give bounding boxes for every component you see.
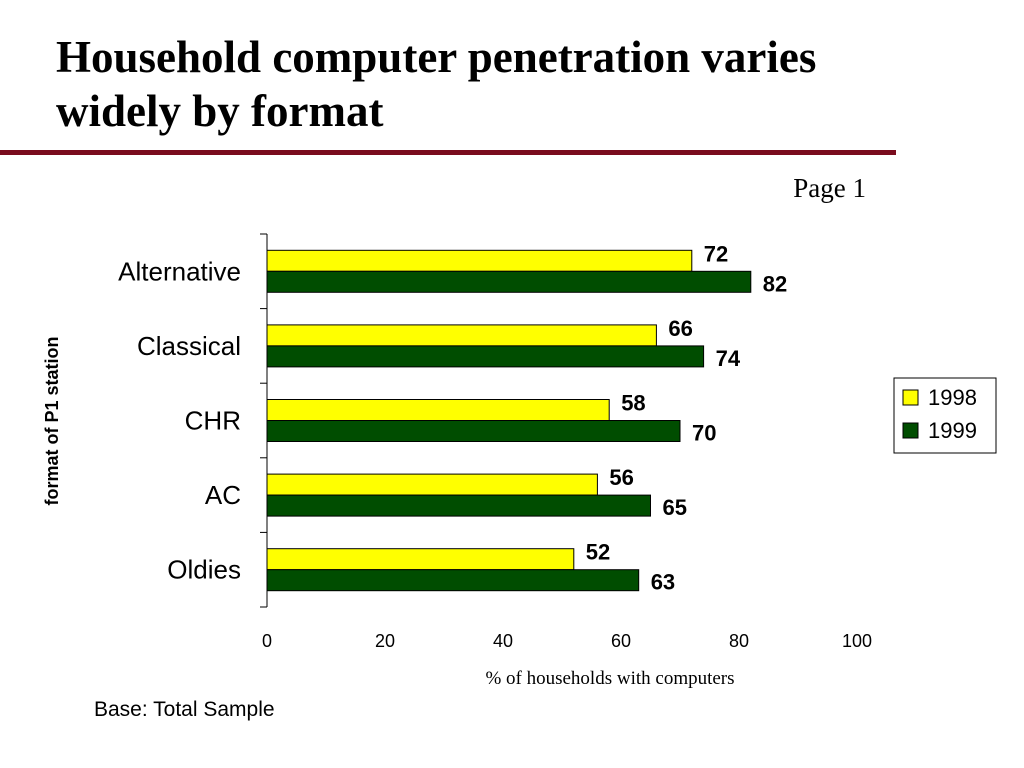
y-axis-title: format of P1 station [42, 336, 62, 505]
data-label-1999-chr: 70 [692, 421, 716, 446]
title-rule [0, 150, 896, 155]
x-tick-label: 60 [611, 631, 631, 651]
data-label-1998-alternative: 72 [704, 241, 728, 266]
bar-1999-alternative [266, 270, 752, 293]
bar-1998-chr [266, 399, 610, 421]
legend-swatch-1998 [902, 389, 919, 406]
data-label-1998-classical: 66 [668, 316, 692, 341]
legend-label-1999: 1999 [928, 418, 977, 443]
bar-1998-ac [266, 473, 598, 496]
data-label-1998-chr: 58 [621, 391, 645, 416]
category-label-chr: CHR [185, 406, 241, 436]
x-tick-label: 0 [262, 631, 272, 651]
category-label-ac: AC [205, 480, 241, 510]
data-label-1999-classical: 74 [716, 346, 741, 371]
category-label-classical: Classical [137, 331, 241, 361]
x-tick-label: 20 [375, 631, 395, 651]
category-label-oldies: Oldies [167, 555, 241, 585]
data-label-1999-ac: 65 [663, 495, 687, 520]
data-label-1999-oldies: 63 [651, 570, 675, 595]
data-label-1998-ac: 56 [609, 465, 633, 490]
legend-label-1998: 1998 [928, 385, 977, 410]
bar-1998-alternative [266, 249, 693, 272]
x-tick-label: 100 [842, 631, 872, 651]
page-label: Page 1 [793, 173, 866, 203]
data-label-1998-oldies: 52 [586, 540, 610, 565]
legend-swatch-1999 [902, 422, 919, 439]
category-label-alternative: Alternative [118, 256, 241, 286]
bar-1999-classical [266, 345, 705, 368]
bar-1998-oldies [266, 548, 575, 571]
x-tick-label: 80 [729, 631, 749, 651]
slide-title: Household computer penetration varies wi… [56, 32, 817, 136]
x-tick-label: 40 [493, 631, 513, 651]
bar-1999-oldies [266, 569, 640, 592]
bar-1999-chr [266, 420, 681, 442]
bar-1998-classical [266, 324, 657, 347]
x-axis-title: % of households with computers [485, 668, 734, 689]
bar-1999-ac [266, 494, 651, 517]
data-label-1999-alternative: 82 [763, 271, 787, 296]
base-note: Base: Total Sample [94, 698, 275, 721]
